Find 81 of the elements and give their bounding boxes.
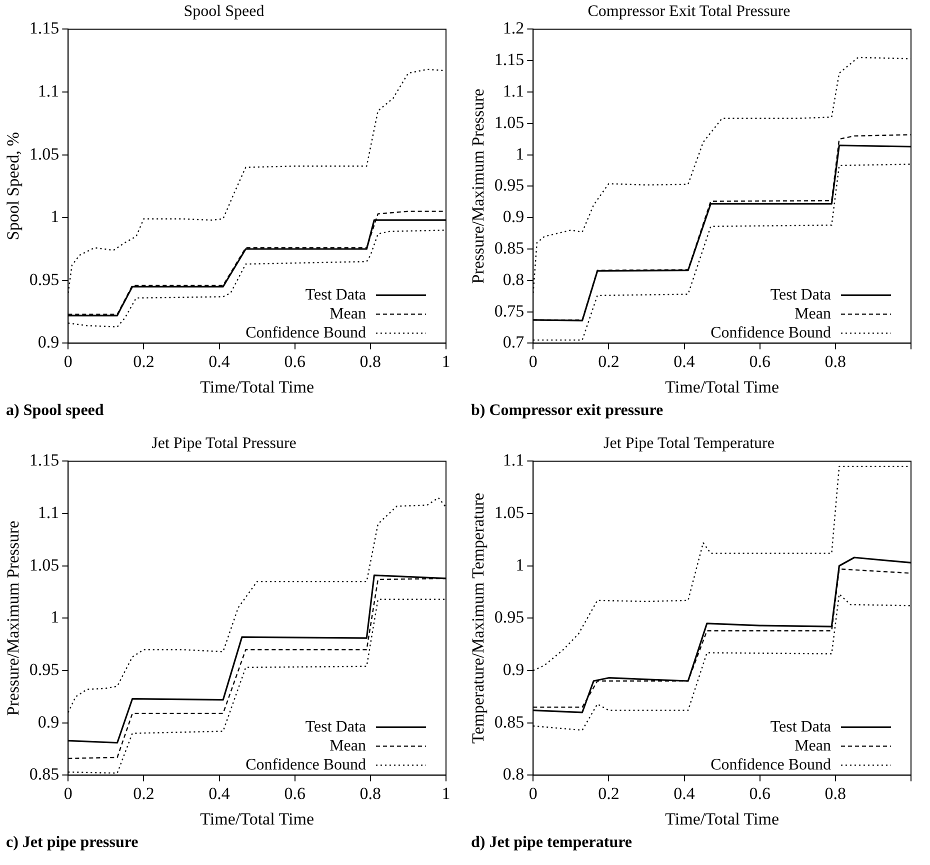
legend-label: Mean (330, 737, 366, 754)
legend-label: Confidence Bound (246, 324, 366, 342)
y-tick-label: 1.05 (29, 555, 60, 574)
x-tick-label: 0.6 (284, 784, 306, 803)
x-tick-label: 0.6 (284, 352, 306, 371)
x-tick-label: 0.8 (824, 784, 846, 803)
text: b) Compressor exit pressure (471, 402, 664, 421)
y-tick-label: 0.9 (38, 332, 60, 352)
y-tick-label: 0.95 (29, 270, 60, 289)
x-tick-label: 0.6 (749, 784, 770, 803)
x-tick-label: 1 (442, 352, 450, 371)
y-tick-label: 0.9 (502, 207, 524, 226)
y-tick-label: 0.7 (502, 332, 525, 352)
legend-label: Test Data (305, 718, 366, 736)
legend-label: Mean (794, 737, 831, 754)
y-axis-title: Temperature/Maximum Temperature (468, 492, 488, 744)
x-axis-title: Time/Total Time (665, 809, 780, 828)
y-tick-label: 0.9 (502, 660, 524, 679)
y-tick-label: 0.85 (494, 238, 524, 258)
x-axis-title: Time/Total Time (200, 809, 314, 828)
x-tick-label: 0.2 (598, 352, 620, 371)
y-tick-label: 1 (516, 144, 524, 164)
x-tick-label: 0.4 (208, 352, 230, 371)
y-tick-label: 1.05 (494, 112, 524, 132)
x-tick-label: 0 (528, 352, 538, 371)
y-tick-label: 1.1 (502, 450, 524, 470)
y-tick-label: 0.9 (38, 712, 60, 732)
x-tick-label: 0.8 (360, 784, 382, 803)
x-tick-label: 0.2 (598, 784, 620, 803)
x-tick-label: 0.8 (360, 352, 382, 371)
y-tick-label: 1.05 (494, 503, 524, 522)
y-tick-label: 0.85 (494, 712, 524, 732)
y-tick-label: 1 (50, 608, 60, 627)
x-tick-label: 0.6 (749, 352, 770, 371)
y-tick-label: 0.75 (494, 301, 524, 320)
x-tick-label: 0.4 (208, 784, 230, 803)
chart-title: Spool Speed (184, 2, 264, 20)
y-axis-title: Spool Speed, % (4, 132, 23, 240)
y-tick-label: 0.95 (494, 608, 524, 627)
legend-label: Test Data (770, 718, 831, 736)
x-tick-label: 0 (64, 352, 72, 371)
x-tick-label: 1 (442, 784, 450, 803)
text: a) Spool speed (6, 402, 105, 421)
x-tick-label: 0 (528, 784, 538, 803)
y-tick-label: 1.15 (29, 18, 60, 38)
x-tick-label: 0.2 (133, 784, 154, 803)
x-tick-label: 0.4 (674, 784, 696, 803)
x-axis-title: Time/Total Time (200, 377, 314, 396)
text: c) Jet pipe pressure (6, 834, 140, 853)
legend-label: Mean (330, 305, 366, 322)
legend-label: Test Data (770, 286, 831, 304)
legend-label: Mean (794, 305, 831, 322)
y-tick-label: 0.95 (29, 660, 60, 679)
y-tick-label: 1.2 (502, 18, 524, 38)
x-tick-label: 0.8 (824, 352, 846, 371)
text: d) Jet pipe temperature (471, 834, 633, 853)
y-tick-label: 1 (516, 555, 524, 574)
y-tick-label: 1 (50, 207, 60, 226)
x-tick-label: 0 (64, 784, 72, 803)
y-tick-label: 1.1 (38, 503, 60, 522)
y-tick-label: 1.1 (38, 81, 60, 100)
chart-title: Jet Pipe Total Temperature (604, 434, 774, 452)
legend-label: Confidence Bound (710, 324, 831, 342)
x-axis-title: Time/Total Time (665, 377, 780, 396)
y-axis-title: Pressure/Maximum Pressure (468, 88, 488, 284)
y-axis-title: Pressure/Maximum Pressure (4, 520, 23, 716)
x-tick-label: 0.4 (674, 352, 696, 371)
y-tick-label: 1.15 (494, 50, 524, 70)
y-tick-label: 0.85 (29, 764, 60, 784)
y-tick-label: 0.95 (494, 176, 524, 195)
y-tick-label: 1.05 (29, 144, 60, 164)
legend-label: Confidence Bound (710, 756, 831, 774)
y-tick-label: 1.1 (502, 81, 524, 100)
y-tick-label: 0.8 (502, 764, 524, 784)
x-tick-label: 0.2 (133, 352, 154, 371)
chart-title: Jet Pipe Total Pressure (152, 434, 296, 452)
y-tick-label: 1.15 (29, 450, 60, 470)
legend-label: Test Data (305, 286, 366, 304)
chart-title: Compressor Exit Total Pressure (588, 2, 790, 20)
y-tick-label: 0.8 (502, 270, 524, 289)
legend-label: Confidence Bound (246, 756, 366, 774)
